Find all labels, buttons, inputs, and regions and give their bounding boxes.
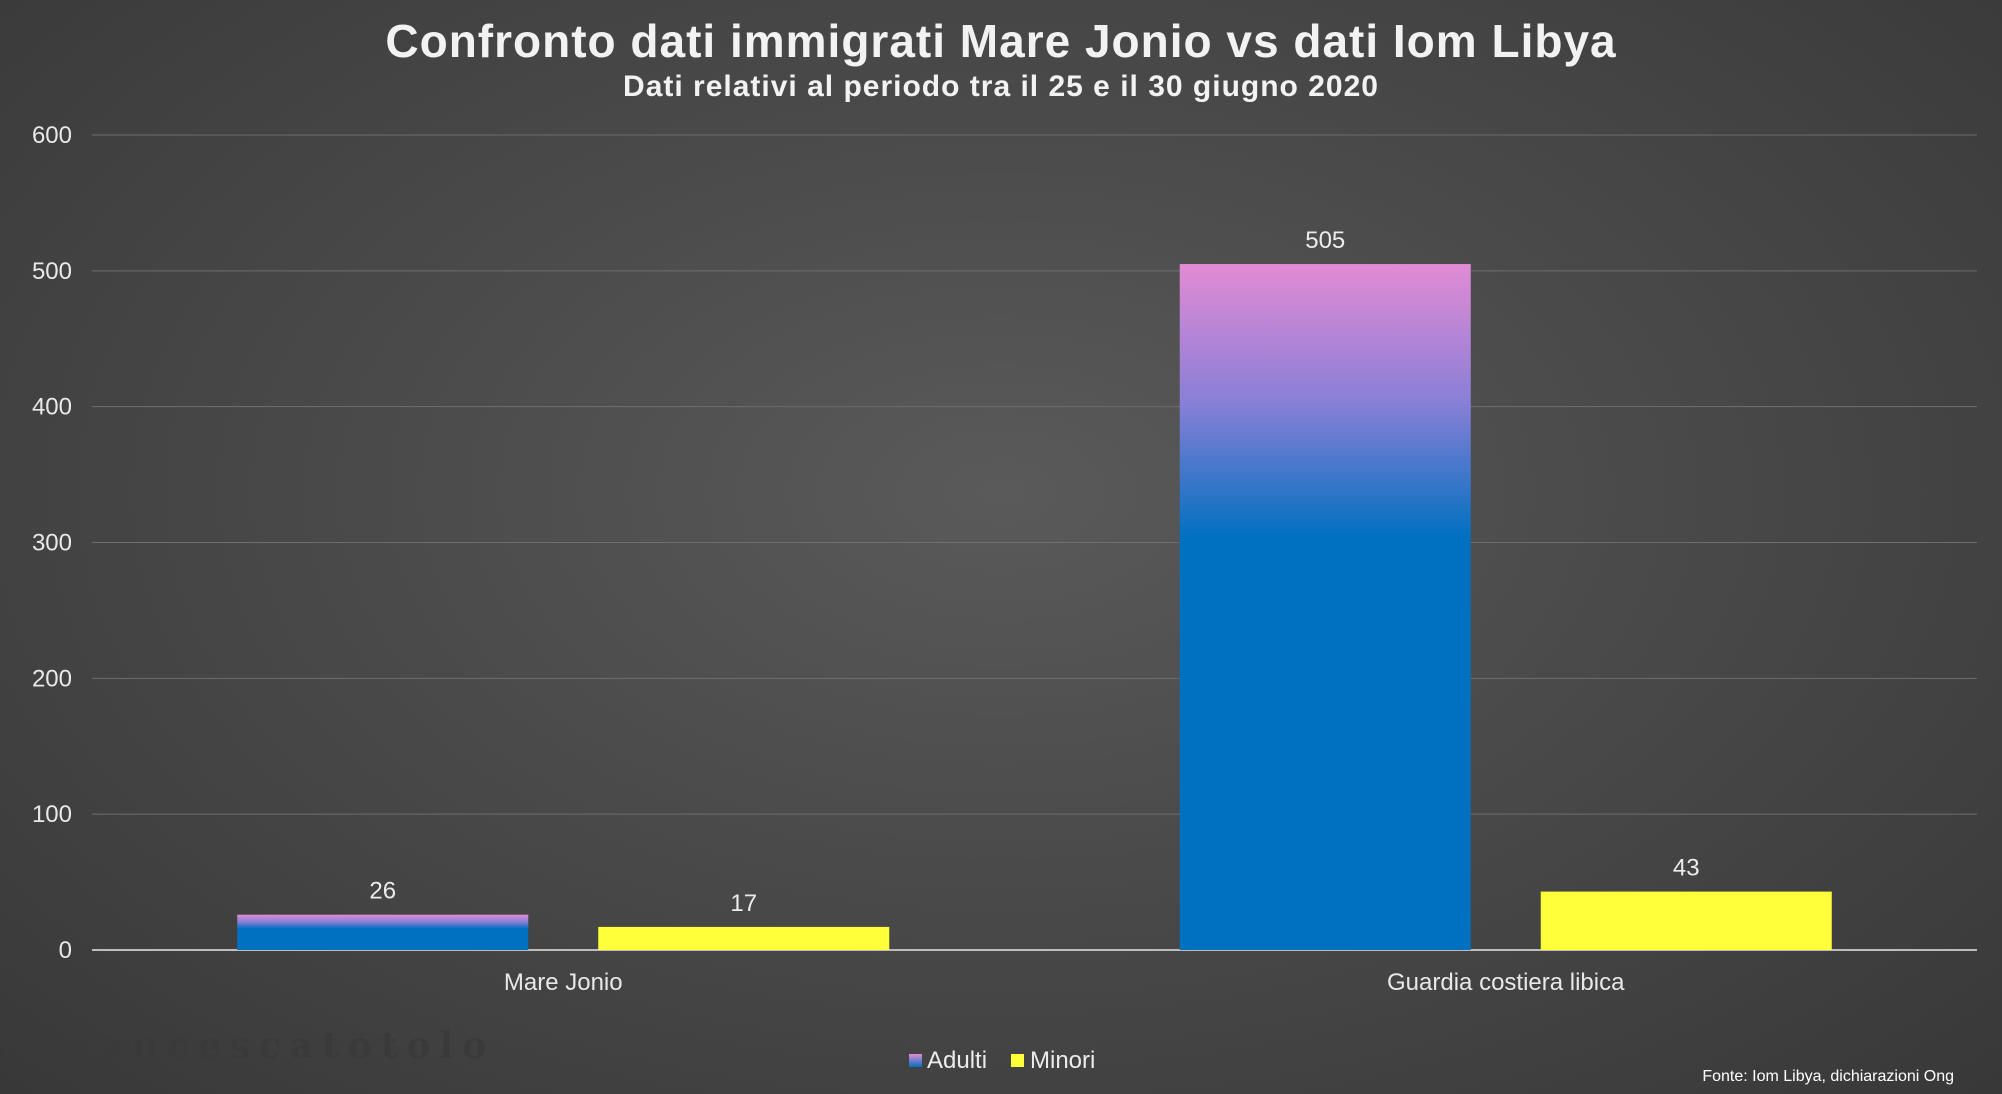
- watermark: @francescatotolo: [2, 1025, 495, 1067]
- category-label: Mare Jonio: [504, 969, 623, 996]
- y-axis-ticks: 0 100 200 300 400 500 600: [32, 122, 72, 964]
- y-tick-label: 200: [32, 665, 72, 692]
- data-label: 26: [369, 878, 396, 905]
- chart-subtitle: Dati relativi al periodo tra il 25 e il …: [623, 70, 1379, 103]
- chart-title: Confronto dati immigrati Mare Jonio vs d…: [385, 15, 1616, 67]
- data-label: 43: [1673, 855, 1700, 882]
- data-label: 17: [730, 890, 757, 917]
- legend-label-adulti: Adulti: [927, 1047, 987, 1074]
- legend: Adulti Minori: [909, 1047, 1095, 1074]
- bar-minori-0: [598, 926, 890, 950]
- bar-adulti-0: [237, 914, 529, 950]
- bar-minori-1: [1540, 891, 1832, 950]
- y-tick-label: 100: [32, 801, 72, 828]
- bars: [237, 264, 1832, 951]
- y-tick-label: 0: [59, 937, 72, 964]
- data-label: 505: [1305, 227, 1345, 254]
- legend-swatch-adulti: [909, 1054, 922, 1067]
- y-tick-label: 400: [32, 394, 72, 421]
- gridlines: [92, 134, 1977, 951]
- y-tick-label: 500: [32, 258, 72, 285]
- legend-swatch-minori: [1011, 1054, 1024, 1067]
- data-labels: 26 17 505 43: [369, 227, 1699, 917]
- x-axis-categories: Mare Jonio Guardia costiera libica: [504, 969, 1625, 996]
- bar-adulti-1: [1179, 264, 1471, 951]
- legend-label-minori: Minori: [1030, 1047, 1095, 1074]
- source-note: Fonte: Iom Libya, dichiarazioni Ong: [1702, 1068, 1954, 1085]
- y-tick-label: 300: [32, 530, 72, 557]
- y-tick-label: 600: [32, 122, 72, 149]
- category-label: Guardia costiera libica: [1387, 969, 1625, 996]
